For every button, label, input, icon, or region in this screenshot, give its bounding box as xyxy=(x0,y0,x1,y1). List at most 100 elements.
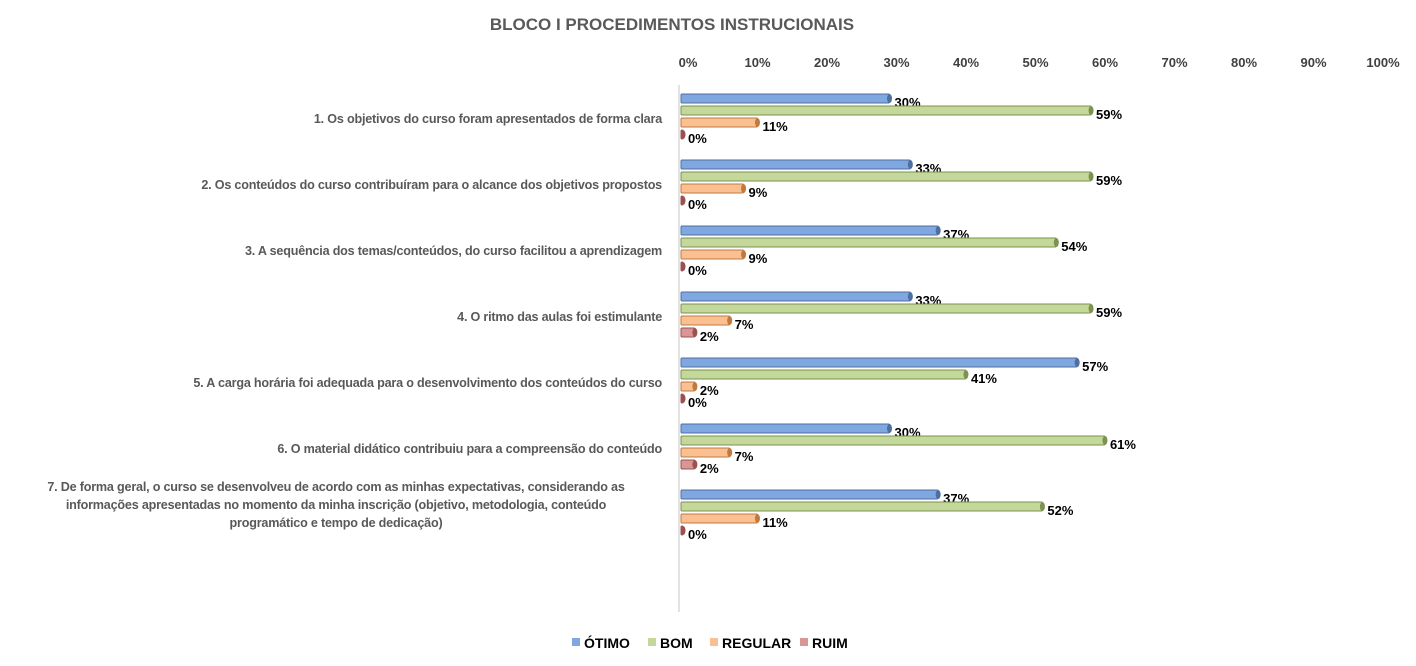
bar-regular xyxy=(680,513,758,524)
chart-title: BLOCO I PROCEDIMENTOS INSTRUCIONAIS xyxy=(490,15,854,34)
bar-end-cap xyxy=(741,184,747,193)
bar-end-cap xyxy=(907,160,913,169)
bar-regular xyxy=(680,117,758,128)
data-label: 0% xyxy=(688,395,707,410)
legend-label: BOM xyxy=(660,635,693,651)
x-tick-label: 60% xyxy=(1092,55,1118,70)
bar-bom xyxy=(680,171,1092,182)
bar-end-cap xyxy=(1102,436,1108,445)
bar-end-cap xyxy=(1088,106,1094,115)
data-label: 59% xyxy=(1096,173,1122,188)
x-tick-label: 20% xyxy=(814,55,840,70)
bar-end-cap xyxy=(680,262,686,271)
bar-end-cap xyxy=(754,514,760,523)
x-tick-label: 80% xyxy=(1231,55,1257,70)
x-tick-label: 90% xyxy=(1300,55,1326,70)
bar-end-cap xyxy=(887,94,892,103)
x-tick-label: 10% xyxy=(744,55,770,70)
bar-ótimo xyxy=(680,291,911,302)
bar-end-cap xyxy=(935,226,941,235)
bar-bom xyxy=(680,501,1043,512)
bar-regular xyxy=(680,249,745,260)
category-label: 7. De forma geral, o curso se desenvolve… xyxy=(47,480,625,494)
bar-end-cap xyxy=(1053,238,1059,247)
bar-end-cap xyxy=(680,526,686,535)
data-label: 7% xyxy=(735,449,754,464)
legend-label: RUIM xyxy=(812,635,848,651)
bar-end-cap xyxy=(935,490,941,499)
data-label: 0% xyxy=(688,527,707,542)
data-label: 11% xyxy=(762,119,788,134)
legend-swatch xyxy=(648,638,656,646)
data-label: 9% xyxy=(749,251,768,266)
data-label: 7% xyxy=(735,317,754,332)
legend-swatch xyxy=(800,638,808,646)
bar-regular xyxy=(680,183,745,194)
bar-ótimo xyxy=(680,489,939,500)
bar-end-cap xyxy=(692,328,698,337)
x-tick-label: 50% xyxy=(1022,55,1048,70)
legend-item-ruim[interactable]: RUIM xyxy=(800,635,848,651)
bar-bom xyxy=(680,303,1092,314)
bar-end-cap xyxy=(1088,172,1094,181)
bar-end-cap xyxy=(1088,304,1094,313)
data-label: 57% xyxy=(1082,359,1108,374)
x-tick-label: 70% xyxy=(1161,55,1187,70)
bar-regular xyxy=(680,447,731,458)
data-label: 0% xyxy=(688,131,707,146)
x-tick-label: 40% xyxy=(953,55,979,70)
bar-bom xyxy=(680,237,1057,248)
legend-swatch xyxy=(710,638,718,646)
bar-ótimo xyxy=(680,93,890,104)
data-label: 0% xyxy=(688,263,707,278)
bar-bom xyxy=(680,369,967,380)
legend-swatch xyxy=(572,638,580,646)
data-label: 11% xyxy=(762,515,788,530)
bar-end-cap xyxy=(680,196,686,205)
data-label: 59% xyxy=(1096,305,1122,320)
bar-end-cap xyxy=(680,394,686,403)
data-label: 54% xyxy=(1061,239,1087,254)
category-label: 4. O ritmo das aulas foi estimulante xyxy=(457,310,662,324)
data-label: 59% xyxy=(1096,107,1122,122)
data-label: 9% xyxy=(749,185,768,200)
bar-end-cap xyxy=(692,460,698,469)
legend-item-regular[interactable]: REGULAR xyxy=(710,635,791,651)
bar-end-cap xyxy=(1074,358,1080,367)
bar-end-cap xyxy=(907,292,913,301)
x-tick-label: 100% xyxy=(1366,55,1400,70)
bar-end-cap xyxy=(727,316,733,325)
category-label: 2. Os conteúdos do curso contribuíram pa… xyxy=(201,178,662,192)
category-label: 3. A sequência dos temas/conteúdos, do c… xyxy=(245,244,662,258)
category-label: 1. Os objetivos do curso foram apresenta… xyxy=(314,112,663,126)
category-label: informações apresentadas no momento da m… xyxy=(66,498,607,512)
legend-item-bom[interactable]: BOM xyxy=(648,635,693,651)
bar-end-cap xyxy=(692,382,698,391)
x-tick-label: 30% xyxy=(883,55,909,70)
bar-end-cap xyxy=(1039,502,1045,511)
data-label: 0% xyxy=(688,197,707,212)
category-label: programático e tempo de dedicação) xyxy=(230,516,443,530)
data-label: 52% xyxy=(1047,503,1073,518)
data-label: 2% xyxy=(700,329,719,344)
bar-end-cap xyxy=(741,250,747,259)
bar-end-cap xyxy=(727,448,733,457)
bar-bom xyxy=(680,435,1106,446)
legend-item-ótimo[interactable]: ÓTIMO xyxy=(572,634,630,651)
bar-end-cap xyxy=(887,424,892,433)
bar-ótimo xyxy=(680,159,911,170)
data-label: 2% xyxy=(700,383,719,398)
bar-ótimo xyxy=(680,423,890,434)
category-label: 5. A carga horária foi adequada para o d… xyxy=(193,376,662,390)
bar-regular xyxy=(680,315,731,326)
data-label: 41% xyxy=(971,371,997,386)
legend-label: REGULAR xyxy=(722,635,791,651)
bar-end-cap xyxy=(963,370,969,379)
bar-bom xyxy=(680,105,1092,116)
category-label: 6. O material didático contribuiu para a… xyxy=(277,442,662,456)
x-tick-label: 0% xyxy=(679,55,698,70)
bar-end-cap xyxy=(754,118,760,127)
bar-ótimo xyxy=(680,357,1078,368)
bar-end-cap xyxy=(680,130,686,139)
